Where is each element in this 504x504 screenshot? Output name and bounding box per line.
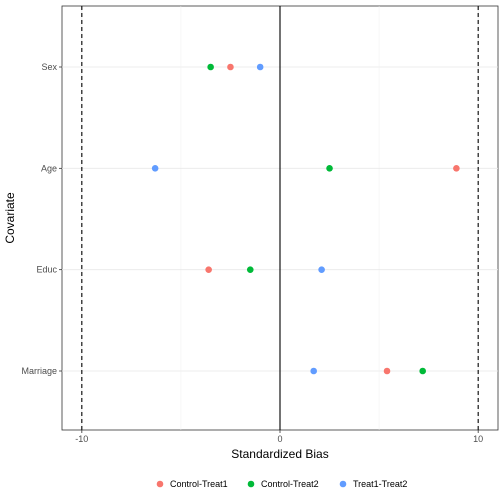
legend-label: Control-Treat1 [170, 479, 228, 489]
y-tick-label: Sex [41, 62, 57, 72]
data-point [318, 266, 325, 273]
x-tick-label: -10 [75, 434, 88, 444]
legend: Control-Treat1 Control-Treat2 Treat1-Treat… [156, 479, 407, 489]
y-tick-label: Age [41, 163, 57, 173]
legend-key [339, 480, 347, 488]
data-point [453, 165, 460, 172]
data-point [310, 367, 317, 375]
y-axis-title: Covariate [3, 192, 17, 244]
data-point [419, 367, 426, 375]
data-point [246, 266, 254, 273]
data-point [151, 165, 159, 172]
x-axis: -10 0 10 [75, 430, 483, 444]
data-point [205, 266, 212, 273]
y-tick-label: Educ [36, 265, 57, 275]
y-tick-label: Marriage [21, 366, 57, 376]
legend-key [247, 480, 255, 488]
x-axis-title: Standardized Bias [231, 447, 328, 461]
data-point [207, 63, 214, 71]
x-tick-label: 10 [473, 434, 483, 444]
x-tick-label: 0 [277, 434, 282, 444]
reference-lines [81, 6, 479, 430]
data-points [151, 63, 460, 375]
data-point [326, 165, 333, 172]
data-point [256, 63, 264, 71]
legend-label: Treat1-Treat2 [353, 479, 407, 489]
data-point [383, 367, 391, 375]
legend-label: Control-Treat2 [261, 479, 319, 489]
y-axis: Sex Age Educ Marriage [21, 62, 62, 376]
data-point [227, 63, 234, 71]
legend-key [156, 480, 164, 488]
